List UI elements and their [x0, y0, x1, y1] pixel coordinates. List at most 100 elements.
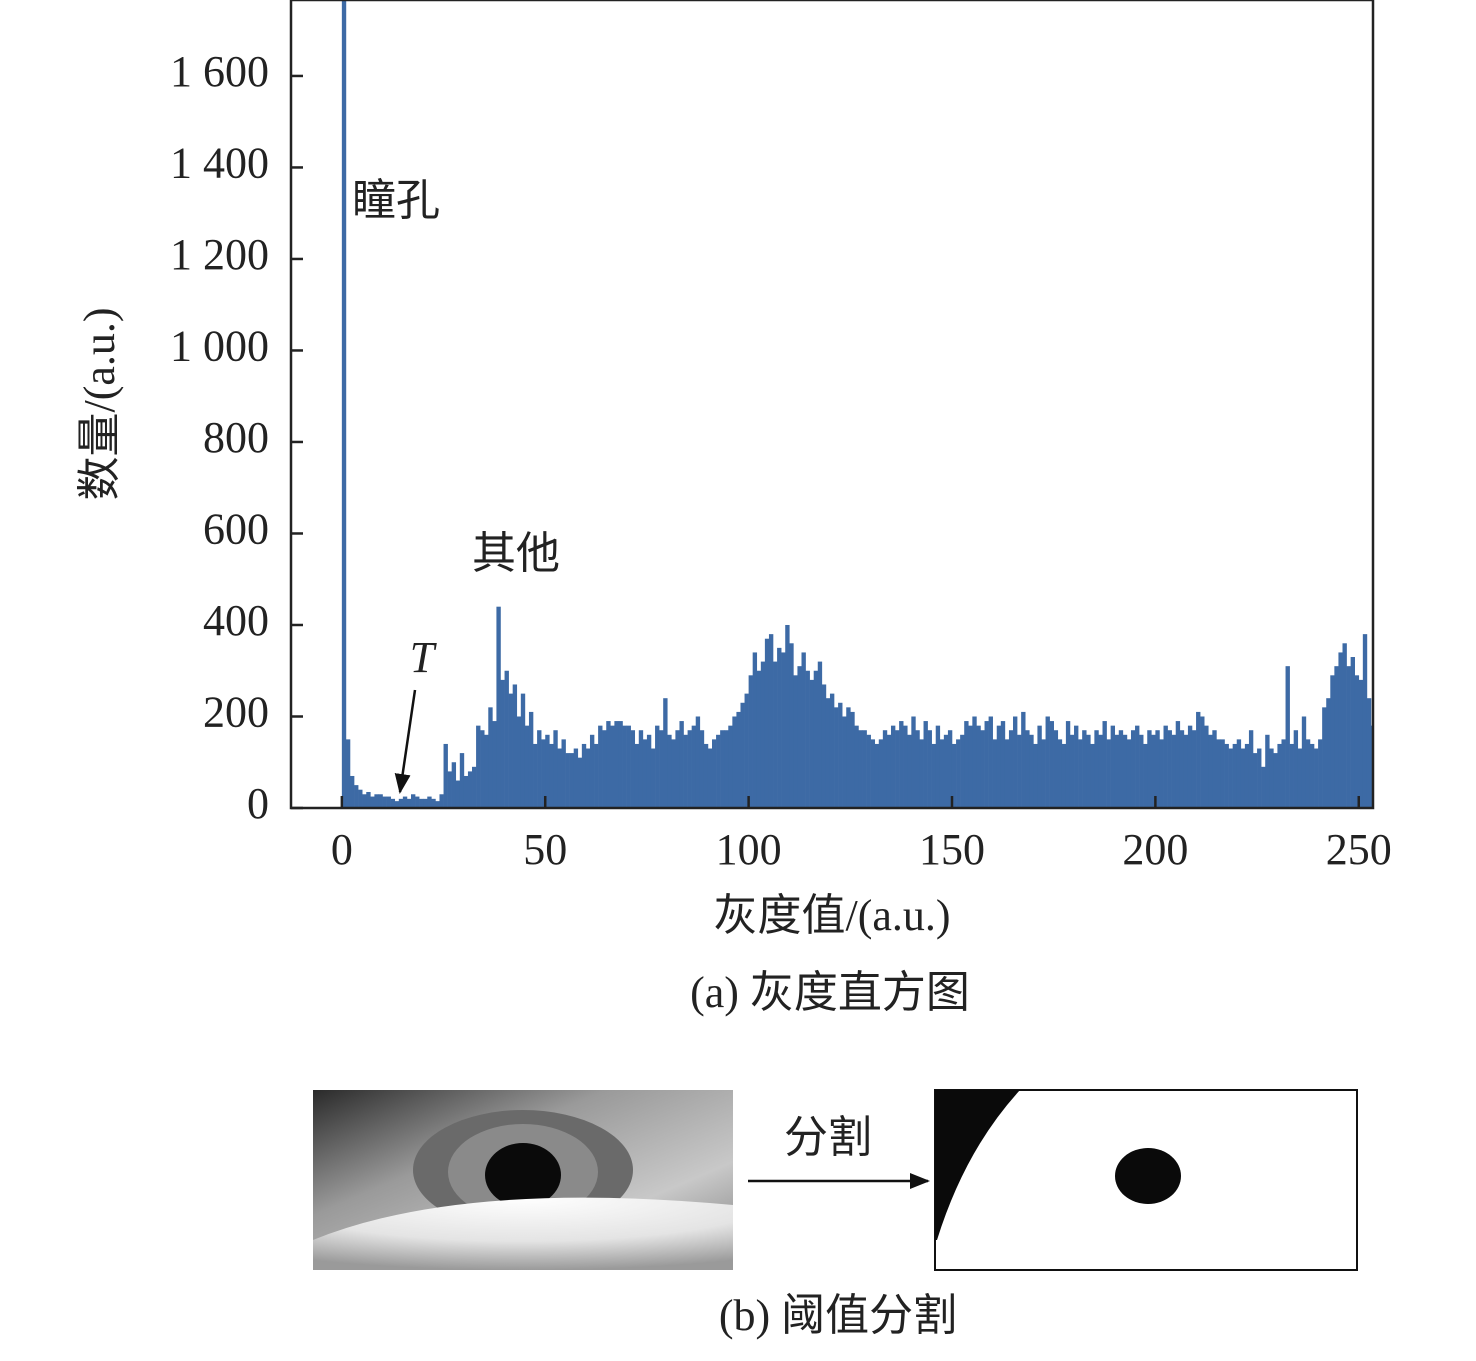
- bar: [1078, 739, 1083, 808]
- bar: [854, 725, 859, 808]
- bar: [402, 796, 408, 808]
- bar: [614, 721, 619, 808]
- bar: [768, 634, 774, 808]
- bar: [382, 796, 387, 808]
- bar: [1200, 716, 1205, 808]
- bar: [447, 771, 452, 808]
- bar: [687, 730, 692, 808]
- bar: [724, 730, 729, 808]
- bar: [728, 725, 733, 808]
- bar: [1098, 734, 1103, 808]
- bar: [732, 716, 737, 808]
- bar: [349, 775, 355, 808]
- bar: [773, 661, 778, 808]
- bar: [874, 743, 880, 808]
- bar: [557, 748, 562, 808]
- bar: [716, 734, 721, 808]
- bar: [1163, 725, 1168, 808]
- bar: [907, 734, 912, 808]
- bar: [1037, 725, 1042, 808]
- bar: [956, 739, 961, 808]
- bar: [638, 730, 644, 808]
- bar: [553, 730, 558, 808]
- bar: [943, 734, 949, 808]
- bar: [838, 702, 843, 808]
- bar: [756, 670, 762, 808]
- bar: [646, 734, 652, 808]
- bar: [569, 753, 575, 808]
- bar: [1021, 711, 1026, 808]
- bar: [663, 698, 668, 808]
- bar: [1309, 743, 1315, 808]
- bar: [374, 794, 379, 808]
- bar: [964, 721, 969, 808]
- bar: [996, 725, 1002, 808]
- bar: [1061, 743, 1067, 808]
- bar: [764, 638, 770, 808]
- bar: [594, 743, 599, 808]
- bar: [1228, 748, 1233, 808]
- bar: [439, 794, 444, 808]
- bar: [1106, 739, 1111, 808]
- bar: [484, 734, 489, 808]
- bar: [1204, 725, 1209, 808]
- bar: [679, 721, 684, 808]
- bar: [809, 679, 814, 808]
- bar: [504, 670, 509, 808]
- bar: [492, 721, 497, 808]
- bar: [1074, 725, 1079, 808]
- bar: [618, 721, 623, 808]
- bar: [968, 725, 973, 808]
- bar: [634, 743, 640, 808]
- bar: [870, 739, 876, 808]
- bar: [797, 666, 802, 808]
- bar: [589, 734, 595, 808]
- bar: [1147, 730, 1152, 808]
- bar: [467, 771, 473, 808]
- bar: [1122, 734, 1128, 808]
- bar: [496, 606, 501, 808]
- bar: [866, 734, 871, 808]
- bar: [480, 730, 485, 808]
- bar: [1082, 730, 1087, 808]
- bar: [1289, 743, 1294, 808]
- bar: [655, 725, 660, 808]
- bar: [1232, 743, 1238, 808]
- y-tick-label: 800: [203, 413, 269, 462]
- bar: [1346, 666, 1351, 808]
- bar: [707, 748, 713, 808]
- bar: [1143, 743, 1148, 808]
- bar: [720, 730, 725, 808]
- bar: [1224, 743, 1229, 808]
- bar: [463, 775, 469, 808]
- segmented-image: [934, 1089, 1358, 1271]
- bar: [1171, 734, 1177, 808]
- annotation: 其他: [472, 529, 560, 578]
- bar: [736, 711, 741, 808]
- bar: [1013, 716, 1018, 808]
- bar: [895, 730, 900, 808]
- bar: [581, 743, 587, 808]
- bar: [760, 661, 766, 808]
- bar: [1004, 739, 1010, 808]
- bar: [622, 725, 627, 808]
- bar: [415, 796, 420, 808]
- bar: [1297, 748, 1303, 808]
- bar: [1285, 666, 1290, 808]
- bar: [1065, 721, 1071, 808]
- bar: [1330, 675, 1335, 808]
- arrow-label: 分割: [784, 1113, 872, 1162]
- bar: [606, 721, 611, 808]
- bar: [1261, 766, 1266, 808]
- bar: [1110, 725, 1116, 808]
- bar: [976, 725, 981, 808]
- bar: [834, 707, 839, 808]
- bar: [683, 734, 688, 808]
- bar: [419, 798, 424, 808]
- x-tick-label: 150: [919, 825, 985, 874]
- bar: [472, 766, 477, 808]
- y-tick-label: 1 400: [170, 139, 269, 188]
- bar: [671, 739, 676, 808]
- y-tick-label: 1 000: [170, 322, 269, 371]
